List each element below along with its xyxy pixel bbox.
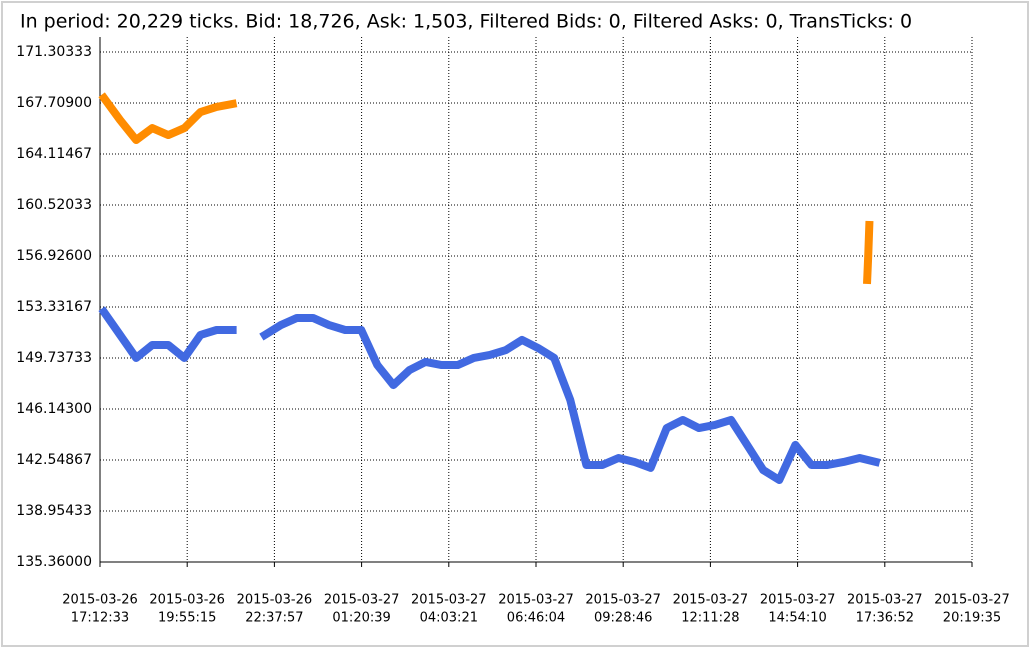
y-tick-label: 135.36000: [16, 554, 92, 570]
x-tick-label: 2015-03-26: [62, 593, 138, 608]
y-tick-label: 156.92600: [16, 248, 92, 264]
x-tick-label: 2015-03-27: [847, 593, 923, 608]
y-tick-label: 146.14300: [16, 401, 92, 417]
y-tick-label: 153.33167: [16, 299, 92, 315]
x-tick-label: 04:03:21: [420, 611, 478, 626]
x-tick-label: 20:19:35: [943, 611, 1001, 626]
x-tick-label: 2015-03-27: [585, 593, 661, 608]
y-tick-label: 167.70900: [16, 95, 92, 111]
x-tick-label: 2015-03-27: [411, 593, 487, 608]
price-series: [98, 92, 874, 285]
x-tick-label: 2015-03-26: [149, 593, 225, 608]
x-tick-label: 09:28:46: [594, 611, 652, 626]
y-tick-label: 149.73733: [16, 350, 92, 366]
x-tick-label: 06:46:04: [507, 611, 565, 626]
chart-title: In period: 20,229 ticks. Bid: 18,726, As…: [20, 11, 912, 33]
x-tick-label: 2015-03-27: [498, 593, 574, 608]
x-tick-label: 2015-03-27: [673, 593, 749, 608]
x-tick-label: 19:55:15: [158, 611, 216, 626]
x-tick-label: 17:36:52: [856, 611, 914, 626]
x-tick-label: 2015-03-27: [934, 593, 1010, 608]
x-tick-label: 14:54:10: [768, 611, 826, 626]
price-series: [98, 306, 881, 484]
y-tick-label: 160.52033: [16, 197, 92, 213]
y-tick-label: 142.54867: [16, 452, 92, 468]
x-tick-label: 2015-03-27: [760, 593, 836, 608]
x-tick-label: 22:37:57: [245, 611, 303, 626]
y-tick-label: 138.95433: [16, 503, 92, 519]
x-tick-label: 01:20:39: [332, 611, 390, 626]
y-tick-label: 171.30333: [16, 44, 92, 60]
x-tick-label: 12:11:28: [681, 611, 739, 626]
x-tick-label: 2015-03-27: [324, 593, 400, 608]
x-tick-label: 2015-03-26: [237, 593, 313, 608]
x-tick-label: 17:12:33: [71, 611, 129, 626]
y-tick-label: 164.11467: [16, 146, 92, 162]
